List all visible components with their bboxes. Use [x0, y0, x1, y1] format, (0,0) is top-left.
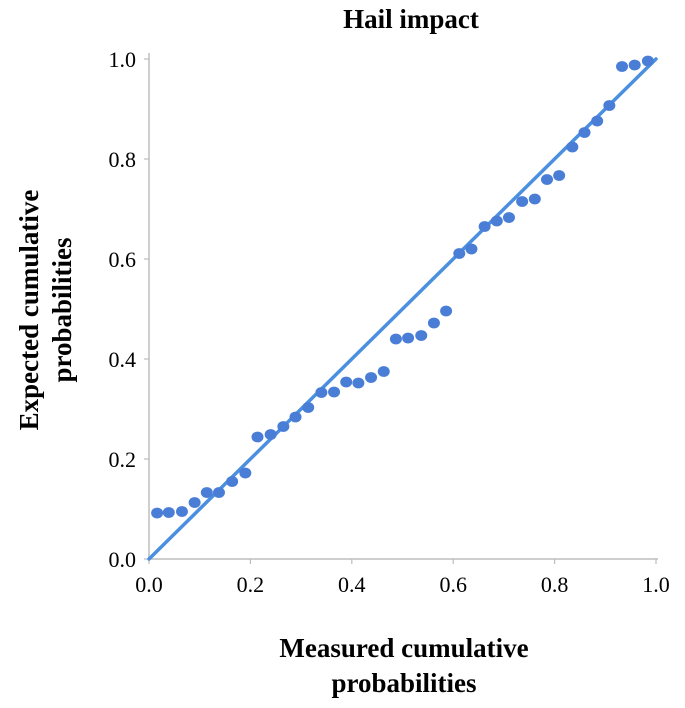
- data-point: [212, 487, 225, 498]
- data-point: [226, 476, 239, 487]
- data-point: [251, 431, 264, 443]
- data-points: [151, 55, 654, 519]
- data-point: [277, 421, 290, 432]
- y-tick-label: 0.6: [109, 247, 137, 272]
- x-tick-label: 1.0: [642, 572, 670, 597]
- data-point: [528, 193, 541, 205]
- data-point: [175, 506, 188, 517]
- axes: [148, 53, 658, 560]
- data-point: [340, 376, 353, 388]
- x-tick-label: 0.2: [237, 572, 265, 597]
- y-axis-label-line1: Expected cumulative: [14, 190, 44, 431]
- y-tick-label: 0.0: [109, 547, 137, 572]
- y-tick-label: 0.4: [109, 347, 137, 372]
- data-point: [377, 366, 390, 377]
- data-point: [628, 59, 641, 71]
- data-point: [427, 317, 440, 329]
- data-point: [200, 487, 213, 498]
- y-tick-label: 0.8: [109, 147, 137, 172]
- data-point: [591, 115, 604, 127]
- data-point: [490, 215, 503, 227]
- chart-title: Hail impact: [343, 4, 479, 34]
- x-tick-label: 0.6: [439, 572, 467, 597]
- data-point: [603, 100, 616, 111]
- data-point: [162, 507, 175, 518]
- data-point: [289, 411, 302, 423]
- data-point: [264, 429, 277, 440]
- data-point: [453, 248, 466, 259]
- data-point: [478, 221, 491, 232]
- data-point: [352, 377, 365, 389]
- data-point: [389, 333, 402, 345]
- data-point: [365, 372, 378, 383]
- x-tick-label: 0.0: [135, 572, 163, 597]
- data-point: [516, 196, 529, 207]
- data-point: [465, 243, 478, 255]
- y-tick-label: 0.2: [109, 447, 137, 472]
- data-point: [502, 212, 515, 223]
- data-point: [402, 332, 415, 344]
- data-point: [188, 497, 201, 508]
- x-tick-label: 0.4: [338, 572, 366, 597]
- data-point: [151, 507, 164, 519]
- x-tick-labels: 0.0 0.2 0.4 0.6 0.8 1.0: [135, 559, 670, 597]
- data-point: [302, 402, 315, 413]
- data-point: [540, 174, 553, 185]
- x-axis-label-line1: Measured cumulative: [279, 633, 528, 663]
- data-point: [578, 127, 591, 138]
- data-point: [328, 386, 341, 398]
- y-axis-label-line2: probabilities: [47, 237, 77, 382]
- y-tick-label: 1.0: [109, 47, 137, 72]
- y-tick-labels: 0.0 0.2 0.4 0.6 0.8 1.0: [109, 47, 149, 572]
- data-point: [239, 467, 252, 479]
- data-point: [315, 387, 328, 398]
- x-tick-label: 0.8: [541, 572, 569, 597]
- data-point: [553, 170, 566, 181]
- data-point: [415, 330, 428, 341]
- data-point: [641, 55, 654, 67]
- data-point: [616, 61, 629, 72]
- data-point: [440, 305, 453, 317]
- data-point: [566, 141, 579, 153]
- x-axis-label-line2: probabilities: [331, 668, 476, 698]
